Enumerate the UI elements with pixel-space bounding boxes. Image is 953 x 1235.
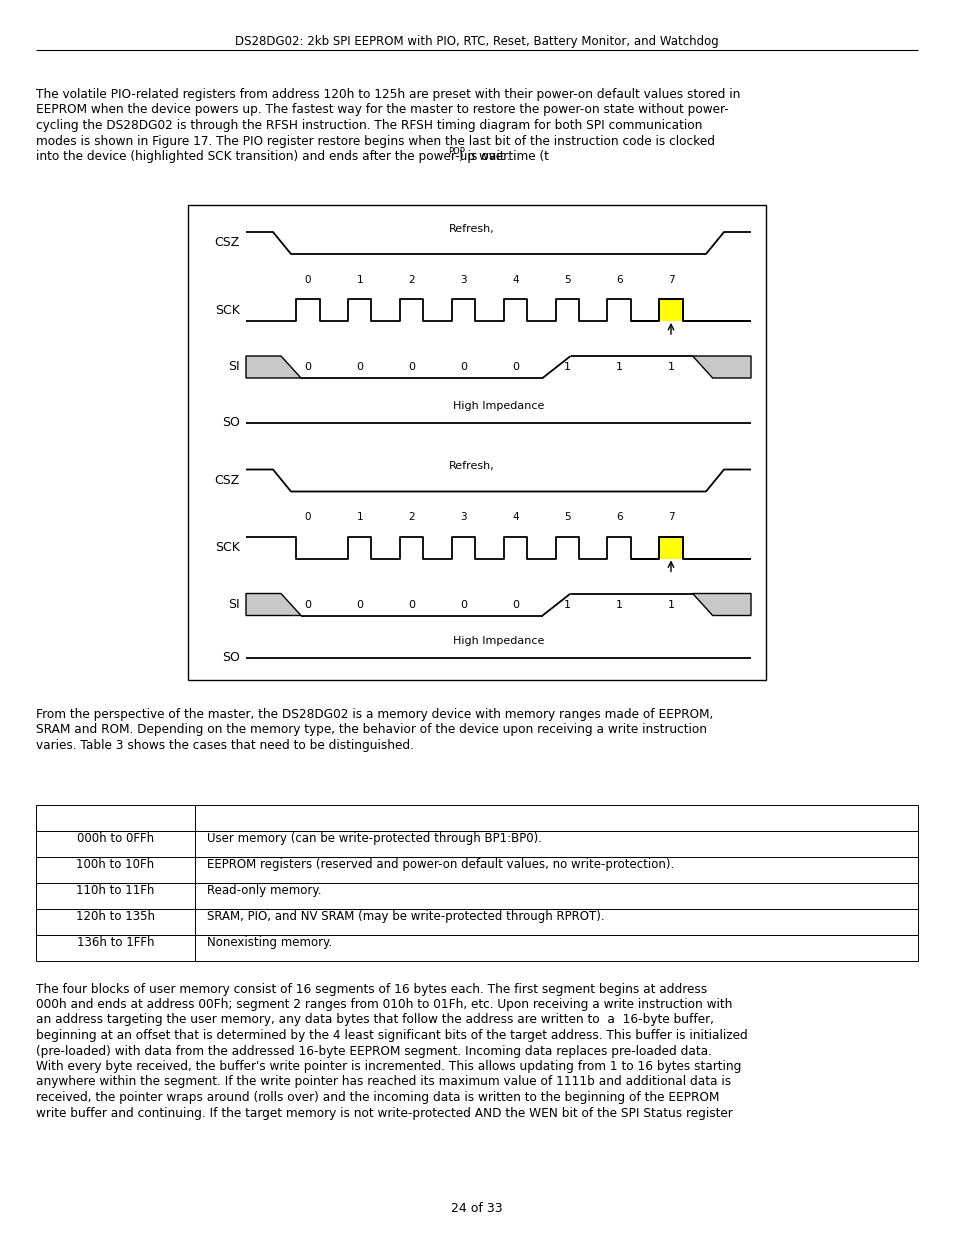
Text: SRAM and ROM. Depending on the memory type, the behavior of the device upon rece: SRAM and ROM. Depending on the memory ty… — [36, 724, 706, 736]
Text: 0: 0 — [304, 599, 311, 610]
Text: SI: SI — [228, 598, 240, 611]
Text: ) is over.: ) is over. — [458, 149, 510, 163]
Text: Refresh,: Refresh, — [448, 462, 494, 472]
Text: 5: 5 — [563, 513, 570, 522]
Text: into the device (highlighted SCK transition) and ends after the power-up wait ti: into the device (highlighted SCK transit… — [36, 149, 548, 163]
Text: 5: 5 — [563, 275, 570, 285]
Text: From the perspective of the master, the DS28DG02 is a memory device with memory : From the perspective of the master, the … — [36, 708, 713, 721]
Text: 3: 3 — [459, 275, 466, 285]
Text: 1: 1 — [356, 275, 363, 285]
Text: (pre-loaded) with data from the addressed 16-byte EEPROM segment. Incoming data : (pre-loaded) with data from the addresse… — [36, 1045, 711, 1057]
Text: 3: 3 — [459, 513, 466, 522]
Text: High Impedance: High Impedance — [453, 401, 543, 411]
Text: 000h and ends at address 00Fh; segment 2 ranges from 010h to 01Fh, etc. Upon rec: 000h and ends at address 00Fh; segment 2… — [36, 998, 732, 1011]
Text: SCK: SCK — [214, 304, 240, 316]
Text: 100h to 10Fh: 100h to 10Fh — [76, 858, 154, 871]
Text: modes is shown in Figure 17. The PIO register restore begins when the last bit o: modes is shown in Figure 17. The PIO reg… — [36, 135, 714, 147]
Text: 110h to 11Fh: 110h to 11Fh — [76, 884, 154, 897]
Text: User memory (can be write-protected through BP1:BP0).: User memory (can be write-protected thro… — [207, 832, 541, 845]
Text: Read-only memory.: Read-only memory. — [207, 884, 321, 897]
Text: 1: 1 — [356, 513, 363, 522]
Polygon shape — [246, 594, 301, 615]
Text: SCK: SCK — [214, 541, 240, 555]
Text: write buffer and continuing. If the target memory is not write-protected AND the: write buffer and continuing. If the targ… — [36, 1107, 732, 1119]
Text: 4: 4 — [512, 513, 518, 522]
Text: Nonexisting memory.: Nonexisting memory. — [207, 936, 332, 948]
Text: cycling the DS28DG02 is through the RFSH instruction. The RFSH timing diagram fo: cycling the DS28DG02 is through the RFSH… — [36, 119, 701, 132]
Text: POP: POP — [448, 147, 465, 156]
Text: 0: 0 — [304, 362, 311, 372]
Text: 0: 0 — [355, 362, 363, 372]
Text: SI: SI — [228, 361, 240, 373]
Text: varies. Table 3 shows the cases that need to be distinguished.: varies. Table 3 shows the cases that nee… — [36, 739, 414, 752]
Text: received, the pointer wraps around (rolls over) and the incoming data is written: received, the pointer wraps around (roll… — [36, 1091, 719, 1104]
Text: 136h to 1FFh: 136h to 1FFh — [76, 936, 154, 948]
Text: 7: 7 — [667, 513, 674, 522]
Text: 1: 1 — [667, 599, 674, 610]
Text: 0: 0 — [459, 362, 467, 372]
Text: EEPROM registers (reserved and power-on default values, no write-protection).: EEPROM registers (reserved and power-on … — [207, 858, 674, 871]
Text: 6: 6 — [615, 513, 621, 522]
Text: 1: 1 — [615, 362, 622, 372]
Text: 24 of 33: 24 of 33 — [451, 1202, 502, 1215]
Text: DS28DG02: 2kb SPI EEPROM with PIO, RTC, Reset, Battery Monitor, and Watchdog: DS28DG02: 2kb SPI EEPROM with PIO, RTC, … — [234, 35, 719, 48]
Text: 120h to 135h: 120h to 135h — [76, 910, 154, 923]
Text: 1: 1 — [563, 599, 570, 610]
Text: 4: 4 — [512, 275, 518, 285]
Text: 0: 0 — [512, 599, 518, 610]
Text: The volatile PIO-related registers from address 120h to 125h are preset with the: The volatile PIO-related registers from … — [36, 88, 740, 101]
Text: 1: 1 — [667, 362, 674, 372]
Text: With every byte received, the buffer's write pointer is incremented. This allows: With every byte received, the buffer's w… — [36, 1060, 740, 1073]
Text: beginning at an offset that is determined by the 4 least significant bits of the: beginning at an offset that is determine… — [36, 1029, 747, 1042]
Bar — [659, 536, 682, 558]
Text: 0: 0 — [408, 362, 415, 372]
Text: 7: 7 — [667, 275, 674, 285]
Text: 6: 6 — [615, 275, 621, 285]
Text: 1: 1 — [615, 599, 622, 610]
Text: SRAM, PIO, and NV SRAM (may be write-protected through RPROT).: SRAM, PIO, and NV SRAM (may be write-pro… — [207, 910, 604, 923]
Text: SO: SO — [222, 651, 240, 664]
Text: 0: 0 — [408, 599, 415, 610]
Text: CSZ: CSZ — [214, 236, 240, 249]
Text: 2: 2 — [408, 275, 415, 285]
Text: 1: 1 — [563, 362, 570, 372]
Text: 0: 0 — [304, 513, 311, 522]
Text: an address targeting the user memory, any data bytes that follow the address are: an address targeting the user memory, an… — [36, 1014, 713, 1026]
Text: EEPROM when the device powers up. The fastest way for the master to restore the : EEPROM when the device powers up. The fa… — [36, 104, 728, 116]
Polygon shape — [692, 594, 750, 615]
Text: High Impedance: High Impedance — [453, 636, 543, 646]
Text: SO: SO — [222, 416, 240, 430]
Text: 0: 0 — [355, 599, 363, 610]
Text: 2: 2 — [408, 513, 415, 522]
Text: 0: 0 — [304, 275, 311, 285]
Text: anywhere within the segment. If the write pointer has reached its maximum value : anywhere within the segment. If the writ… — [36, 1076, 730, 1088]
Bar — [659, 299, 682, 321]
Text: CSZ: CSZ — [214, 474, 240, 487]
Text: 0: 0 — [459, 599, 467, 610]
Text: 000h to 0FFh: 000h to 0FFh — [77, 832, 153, 845]
Polygon shape — [246, 356, 301, 378]
Text: Refresh,: Refresh, — [448, 224, 494, 233]
Bar — [188, 205, 765, 680]
Polygon shape — [692, 356, 750, 378]
Text: 0: 0 — [512, 362, 518, 372]
Text: The four blocks of user memory consist of 16 segments of 16 bytes each. The firs: The four blocks of user memory consist o… — [36, 983, 706, 995]
